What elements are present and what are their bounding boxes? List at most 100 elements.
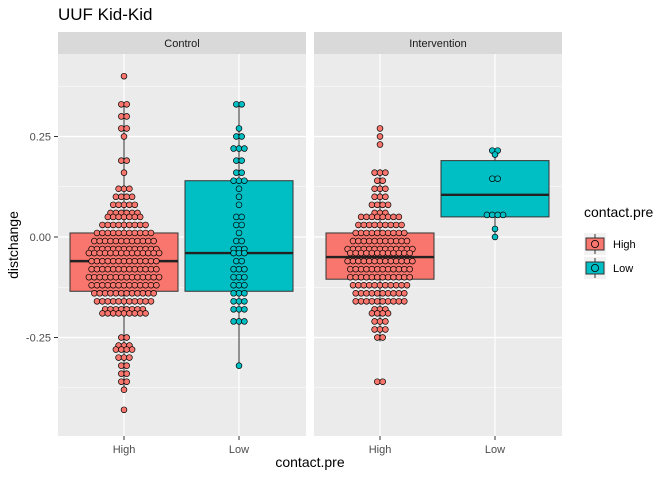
dot-control-high <box>153 257 160 265</box>
dot-control-low <box>241 306 248 313</box>
dot-intervention-high <box>347 249 354 257</box>
dot-control-high <box>134 249 141 257</box>
dot-intervention-high <box>387 281 395 289</box>
dot-intervention-high <box>379 310 386 317</box>
dot-intervention-high <box>374 201 381 209</box>
dot-intervention-high <box>379 334 386 341</box>
dot-control-high <box>107 290 114 297</box>
dot-control-high <box>126 354 133 361</box>
dot-control-low <box>238 213 245 221</box>
dot-intervention-high <box>390 298 397 305</box>
strip-control-bg <box>58 32 306 54</box>
dot-control-high <box>147 229 155 237</box>
dot-control-high <box>104 265 112 273</box>
dot-control-high <box>88 281 95 289</box>
dot-control-high <box>109 281 117 289</box>
dot-intervention-high <box>368 201 376 209</box>
dot-control-high <box>136 213 144 221</box>
dot-control-high <box>126 213 133 221</box>
dot-intervention-high <box>352 298 359 305</box>
strip-intervention-bg <box>314 32 562 54</box>
dot-intervention-high <box>409 257 416 265</box>
dot-intervention-high <box>379 290 386 297</box>
dot-control-low <box>230 290 237 297</box>
dot-intervention-high <box>368 290 376 297</box>
dot-intervention-high <box>401 298 408 305</box>
dot-control-low <box>233 101 240 108</box>
dot-control-low <box>233 213 240 221</box>
dot-control-low <box>235 306 243 313</box>
x-axis-title: contact.pre <box>275 454 344 470</box>
dot-control-high <box>104 310 112 317</box>
dot-control-high <box>109 257 117 265</box>
dot-intervention-high <box>395 229 403 237</box>
dot-intervention-high <box>376 185 384 193</box>
dot-control-high <box>123 334 130 341</box>
dot-intervention-high <box>379 273 386 281</box>
dot-control-low <box>230 281 237 289</box>
dot-control-high <box>109 201 117 209</box>
dot-intervention-high <box>374 265 381 273</box>
dot-intervention-high <box>384 249 392 257</box>
dot-control-high <box>120 221 128 229</box>
dot-intervention-high <box>406 249 413 257</box>
dot-intervention-high <box>347 265 354 273</box>
dot-control-high <box>85 249 93 257</box>
dot-intervention-high <box>368 298 376 305</box>
dot-control-low <box>238 157 245 164</box>
dot-intervention-high <box>379 201 386 209</box>
dot-control-high <box>99 221 106 229</box>
dot-control-high <box>126 298 133 305</box>
dot-control-low <box>235 362 243 369</box>
dot-intervention-high <box>368 265 376 273</box>
dot-intervention-low <box>499 211 507 219</box>
dot-control-low <box>230 273 237 281</box>
dot-control-high <box>101 290 109 297</box>
dot-control-high <box>104 298 112 305</box>
x-tick-label: High <box>113 444 136 456</box>
dot-control-high <box>128 237 136 245</box>
dot-intervention-high <box>379 298 386 305</box>
dot-control-high <box>115 310 122 317</box>
dot-control-high <box>101 249 109 257</box>
dot-control-high <box>136 229 144 237</box>
dot-intervention-high <box>390 290 397 297</box>
dot-intervention-high <box>384 229 392 237</box>
dot-control-high <box>134 273 141 281</box>
dot-intervention-high <box>401 229 408 237</box>
dot-intervention-high <box>365 221 373 229</box>
dot-control-low <box>241 318 248 325</box>
dot-control-high <box>118 346 125 353</box>
dot-control-high <box>134 237 141 245</box>
dot-intervention-high <box>403 257 411 265</box>
dot-intervention-high <box>395 273 403 281</box>
dot-intervention-high <box>382 318 389 325</box>
dot-control-high <box>104 213 112 221</box>
dot-control-high <box>131 221 139 229</box>
dot-control-high <box>126 221 133 229</box>
dot-control-high <box>131 310 139 317</box>
dot-control-high <box>115 185 122 193</box>
dot-intervention-high <box>374 298 381 305</box>
dot-control-low <box>235 318 243 325</box>
dot-control-high <box>120 310 128 317</box>
dot-control-high <box>142 298 149 305</box>
dot-control-high <box>99 229 106 237</box>
dot-intervention-high <box>365 257 373 265</box>
dot-control-high <box>120 133 128 140</box>
dot-intervention-high <box>376 169 384 176</box>
dot-control-high <box>128 249 136 257</box>
dot-control-low <box>241 265 248 273</box>
dot-control-high <box>112 346 120 353</box>
dot-control-high <box>131 298 139 305</box>
dot-control-low <box>230 249 237 257</box>
dot-intervention-low <box>491 151 499 158</box>
dot-intervention-high <box>395 213 403 221</box>
dot-intervention-high <box>382 169 389 176</box>
dot-control-high <box>99 257 106 265</box>
dot-intervention-low <box>489 175 496 182</box>
dot-control-high <box>123 273 130 281</box>
dot-intervention-high <box>395 298 403 305</box>
x-axis: High Low High Low <box>113 436 505 456</box>
dot-intervention-high <box>355 281 362 289</box>
